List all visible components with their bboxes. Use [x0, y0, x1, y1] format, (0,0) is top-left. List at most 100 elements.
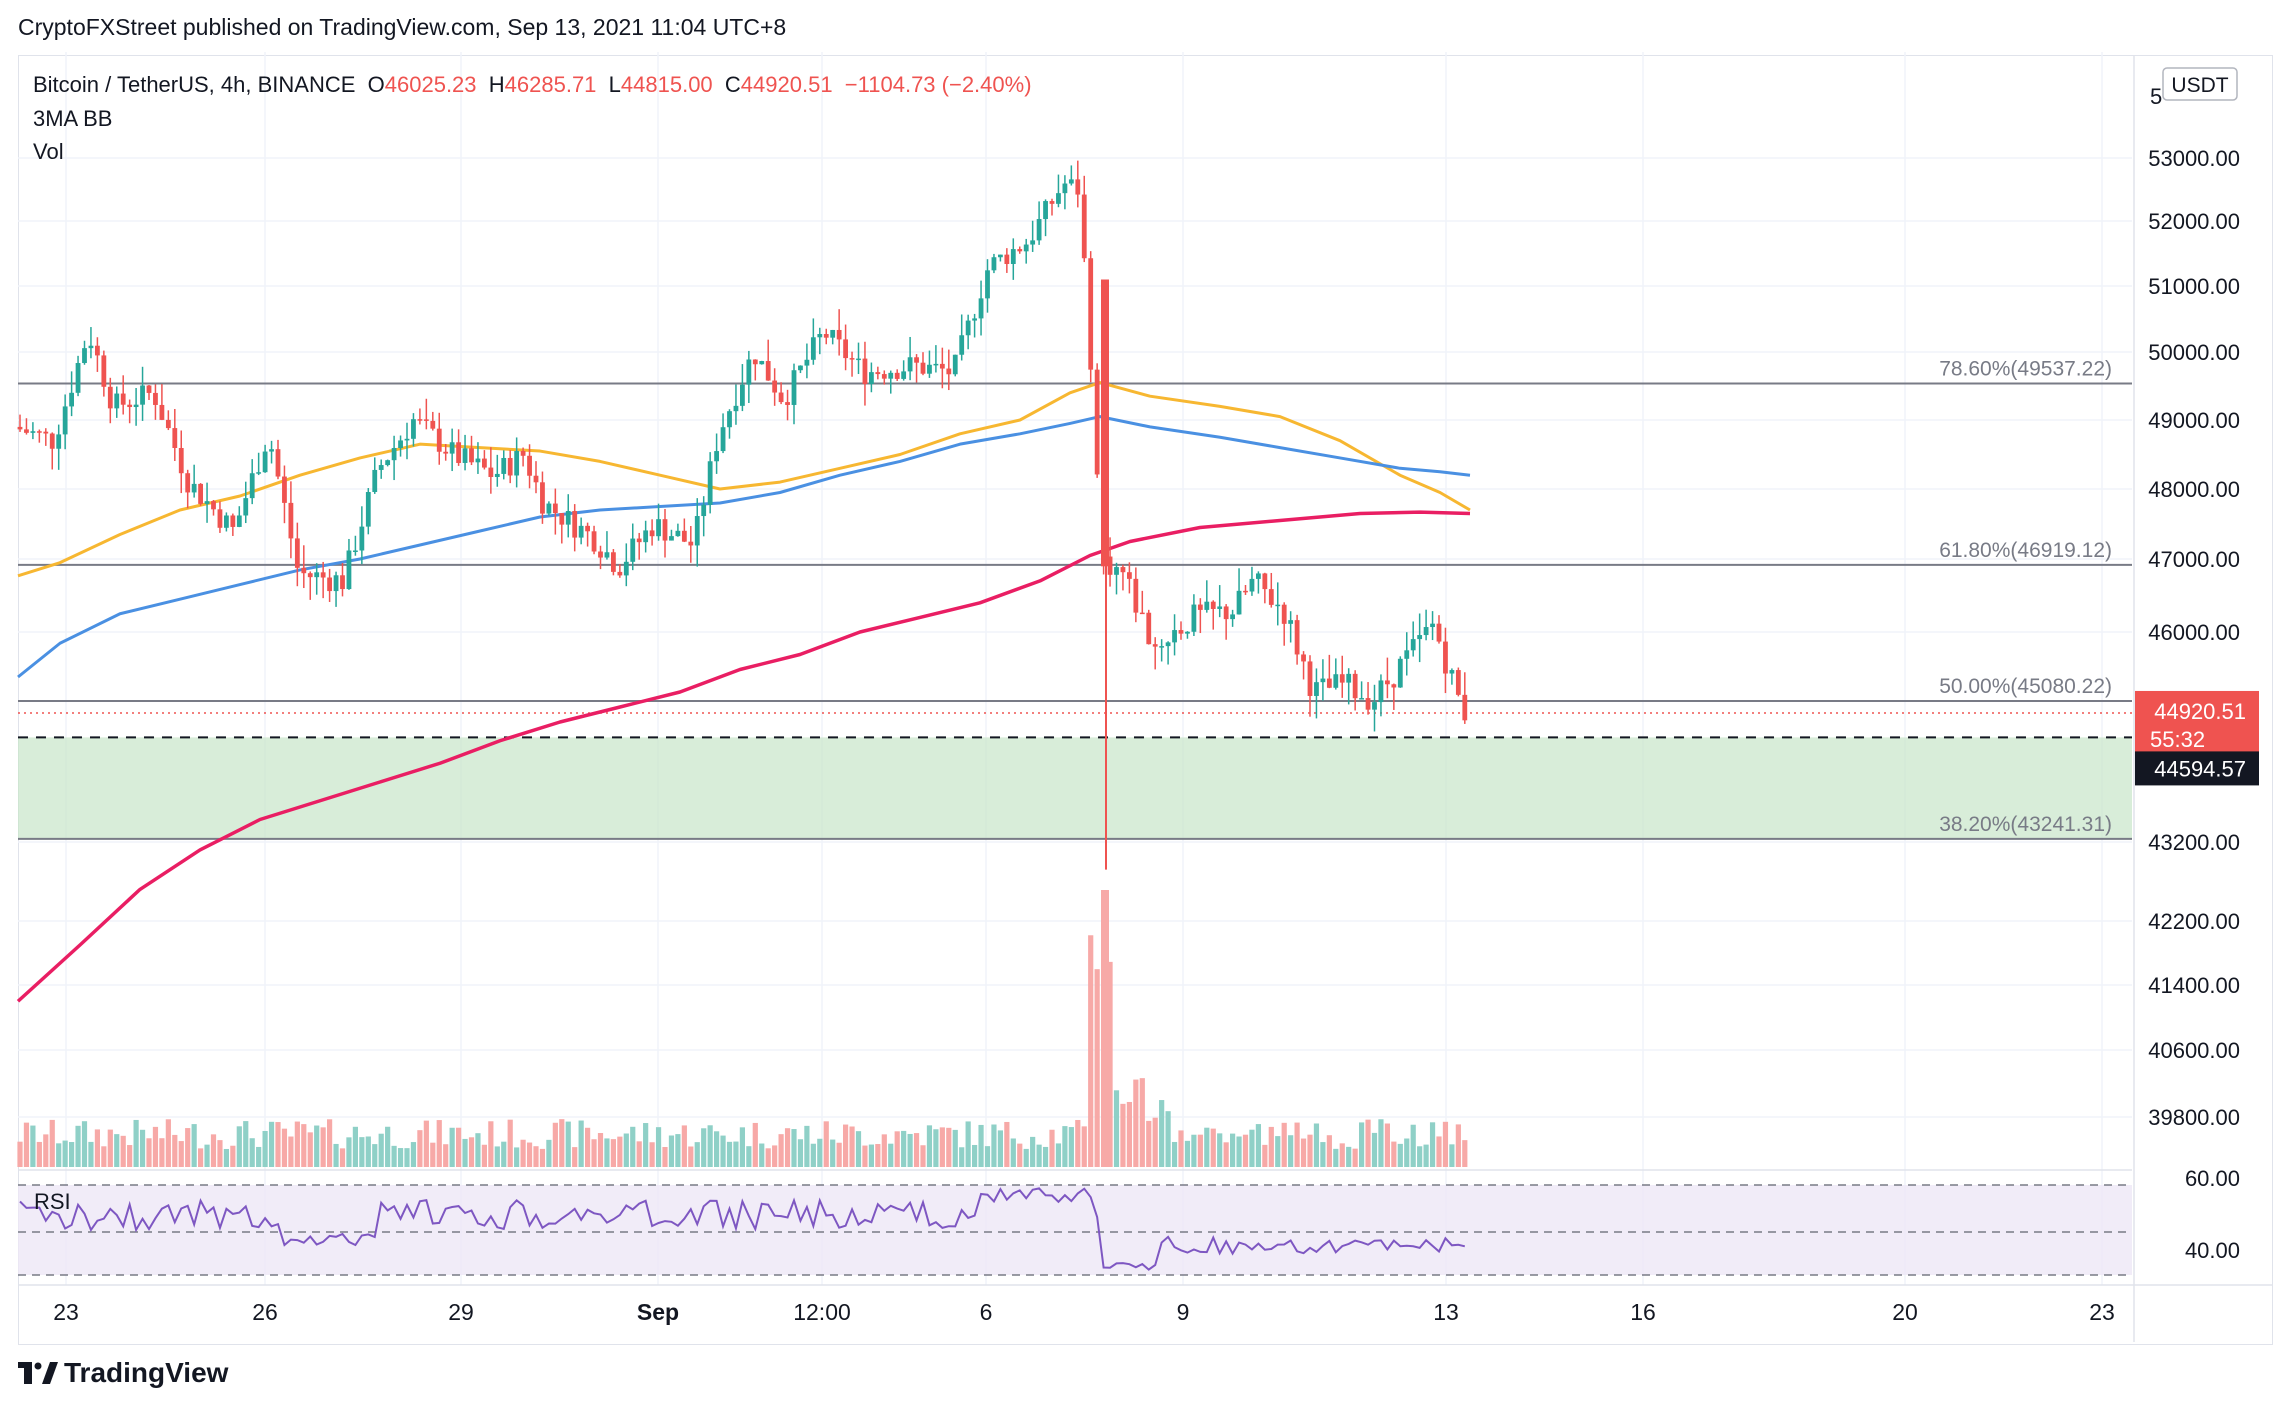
currency-badge: [2162, 67, 2238, 101]
candle-body: [707, 461, 713, 505]
candle-body: [82, 348, 87, 364]
indicator-bb-label[interactable]: 3MA BB: [33, 106, 113, 131]
candle-body: [230, 515, 236, 527]
volume-bar: [1094, 969, 1100, 1167]
volume-bar: [1404, 1138, 1410, 1167]
volume-bar: [585, 1127, 591, 1167]
ma-fast-line: [17, 381, 1471, 578]
volume-bar: [152, 1126, 159, 1167]
volume-bar: [249, 1138, 255, 1167]
candle-body: [681, 530, 687, 542]
candle-body: [140, 385, 145, 405]
candle-body: [262, 451, 268, 473]
candle-body: [56, 434, 62, 449]
volume-bar: [907, 1133, 913, 1167]
volume-bar: [778, 1134, 784, 1167]
volume-bar: [462, 1138, 468, 1167]
volume-bar: [1262, 1144, 1268, 1167]
candle-body: [636, 538, 642, 543]
volume-bar: [849, 1126, 855, 1167]
candle-body: [643, 530, 649, 543]
candle-body: [701, 504, 707, 517]
candle-body: [1068, 179, 1074, 184]
volume-bar: [752, 1122, 758, 1167]
volume-bar: [114, 1134, 120, 1167]
volume-bar: [604, 1138, 610, 1167]
candle-body: [888, 372, 894, 379]
candle-body: [746, 359, 752, 385]
volume-bar: [933, 1129, 939, 1167]
volume-bar: [507, 1119, 513, 1167]
time-tick-2: 29: [448, 1299, 474, 1325]
time-tick-0: 23: [53, 1299, 79, 1325]
volume-bar: [327, 1119, 333, 1167]
volume-bar: [1236, 1136, 1242, 1167]
volume-bar: [49, 1119, 55, 1167]
volume-bar: [1068, 1127, 1074, 1167]
price-tick-2: 51000.00: [2148, 274, 2240, 299]
rsi-label: RSI: [34, 1189, 71, 1214]
candle-body: [1365, 698, 1371, 710]
volume-bar: [1152, 1117, 1158, 1167]
candle-body: [423, 419, 429, 421]
candle-body: [49, 433, 55, 449]
candle-body: [720, 427, 726, 452]
volume-bar: [1339, 1143, 1345, 1167]
candle-body: [604, 552, 610, 558]
candle-body: [256, 472, 262, 474]
volume-bar: [217, 1140, 223, 1167]
price-tick-3: 50000.00: [2148, 340, 2240, 365]
volume-bar: [1300, 1138, 1307, 1167]
candle-body: [198, 483, 203, 504]
volume-bar: [649, 1142, 655, 1167]
volume-bar: [939, 1127, 945, 1167]
candle-body: [1462, 694, 1468, 721]
volume-bar: [1365, 1119, 1371, 1167]
candle-body: [494, 473, 500, 478]
candle-body: [1094, 369, 1100, 475]
candle-body: [36, 431, 42, 433]
tradingview-logo[interactable]: TradingView: [18, 1357, 228, 1391]
fib-label-0: 78.60%(49537.22): [1939, 357, 2112, 380]
high-label: H: [488, 72, 505, 97]
volume-bar: [120, 1135, 126, 1167]
volume-bar: [314, 1125, 320, 1167]
candle-body: [224, 515, 229, 528]
candle-body: [43, 431, 49, 434]
volume-bar: [436, 1120, 442, 1167]
rsi-band: [18, 1185, 2132, 1275]
symbol-label[interactable]: Bitcoin / TetherUS, 4h, BINANCE: [33, 72, 356, 97]
volume-bar: [797, 1139, 804, 1167]
volume-bar: [281, 1128, 288, 1167]
candle-body: [939, 363, 945, 369]
candle-body: [127, 404, 133, 408]
candle-body: [1314, 682, 1319, 696]
volume-bar: [359, 1137, 365, 1167]
candle-body: [965, 320, 971, 336]
candle-body: [172, 428, 178, 449]
volume-bar: [165, 1119, 171, 1167]
volume-bar: [920, 1145, 926, 1167]
fib-label-2: 50.00%(45080.22): [1939, 675, 2112, 698]
candle-body: [1204, 601, 1210, 610]
candle-body: [301, 567, 307, 574]
volume-bar: [127, 1145, 133, 1167]
candle-body: [456, 442, 461, 463]
volume-bar: [1410, 1124, 1416, 1167]
fib-label-3: 38.20%(43241.31): [1939, 813, 2112, 836]
candle-body: [436, 428, 442, 452]
candle-body: [849, 358, 855, 360]
volume-bar: [1378, 1119, 1384, 1167]
candle-body: [1391, 684, 1397, 688]
volume-bar: [630, 1126, 636, 1167]
price-tick-8: 43200.00: [2148, 830, 2240, 855]
indicator-vol-label[interactable]: Vol: [33, 139, 64, 164]
volume-bar: [494, 1146, 500, 1167]
volume-bar: [546, 1139, 552, 1167]
high-value: 46285.71: [504, 72, 597, 97]
volume-bar: [346, 1137, 352, 1167]
volume-bar: [720, 1135, 726, 1167]
candle-body: [694, 516, 700, 546]
volume-bar: [1449, 1144, 1455, 1167]
